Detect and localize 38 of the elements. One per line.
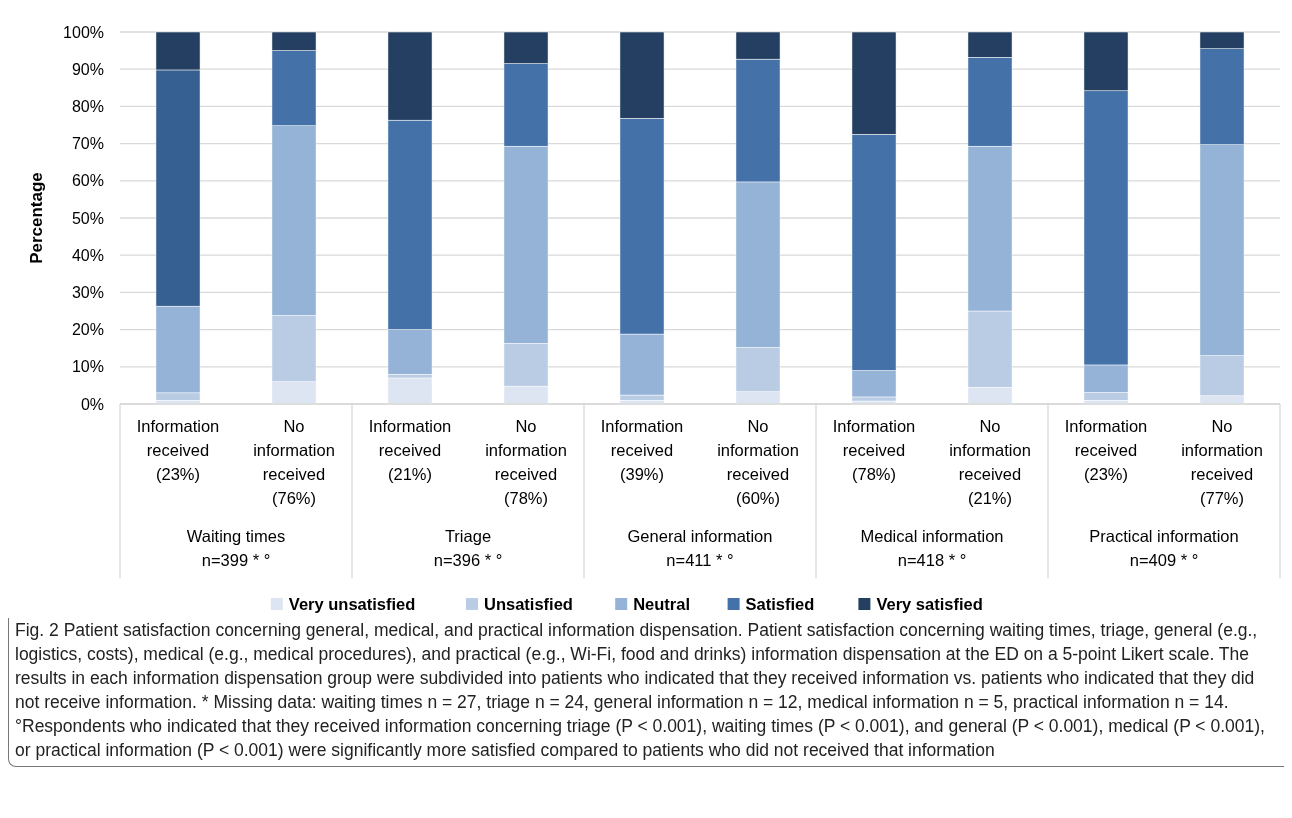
y-tick-label: 10% <box>71 358 104 376</box>
text: n=409 * ° <box>1129 551 1199 569</box>
y-tick-label: 50% <box>71 209 104 227</box>
x-tick-label: Information received (78%) <box>832 417 916 483</box>
x-tick-label: No information received (60%) <box>717 417 799 507</box>
x-tick-label: No information received (77%) <box>1181 417 1263 507</box>
legend-label: Satisfied <box>745 594 815 613</box>
y-tick-label: 100% <box>63 23 104 41</box>
y-tick-label: 90% <box>71 60 104 78</box>
y-tick-label: 0% <box>80 395 104 413</box>
x-tick-label: No information received (78%) <box>485 417 567 507</box>
text: n=396 * ° <box>433 551 503 569</box>
legend-label: Unsatisfied <box>484 594 573 613</box>
y-tick-label: 20% <box>71 321 104 339</box>
y-tick-label: 30% <box>71 284 104 301</box>
caption: Fig. 2 Patient satisfaction concerning general, medical, and practical information dispensation. Patient satisfaction concerning waiting times, triage, general (e.g., logistics, costs), medical (e.g., medical procedures), and practical (e.g., Wi-Fi, food and drinks) information dispensation at the ED on a 5-point Likert scale. The results in each information dispensation group were subdivided into patients who indicated that they received information vs. patients who indicated that they did not receive information. * Missing data: waiting times n = 27, triage n = 24, general information n = 12, medical information n = 5, practical information n = 14. °Respondents who indicated that they received information concerning triage (P < 0.001), waiting times (P < 0.001), and general (P < 0.001), medical (P < 0.001), or practical information (P < 0.001) were significantly more satisfied compared to patients who did not received that information <box>8 618 1284 767</box>
x-tick-label: No information received (21%) <box>949 417 1031 507</box>
text: Practical information <box>1089 527 1239 545</box>
y-tick-label: 60% <box>71 172 104 190</box>
x-tick-label: Information received (23%) <box>1064 417 1148 483</box>
text: n=411 * ° <box>666 551 734 569</box>
x-tick-label: Information received (39%) <box>600 417 684 483</box>
y-tick-label: 80% <box>71 98 104 115</box>
legend-label: Very satisfied <box>876 594 983 613</box>
text: n=399 * ° <box>201 551 271 569</box>
legend-label: Neutral <box>633 594 691 613</box>
x-tick-label: Information received (21%) <box>368 417 452 483</box>
x-tick-label: Information received (23%) <box>136 417 220 483</box>
legend-label: Very unsatisfied <box>288 594 416 613</box>
text: General information <box>627 527 773 545</box>
x-tick-label: No information received (76%) <box>253 417 335 507</box>
text: Triage <box>444 527 492 545</box>
text: n=418 * ° <box>897 551 967 569</box>
y-tick-label: 40% <box>71 246 104 264</box>
text: Waiting times <box>186 527 286 545</box>
y-tick-label: 70% <box>71 135 104 153</box>
text: Medical information <box>860 527 1004 545</box>
y-axis-title: Percentage <box>27 172 46 264</box>
